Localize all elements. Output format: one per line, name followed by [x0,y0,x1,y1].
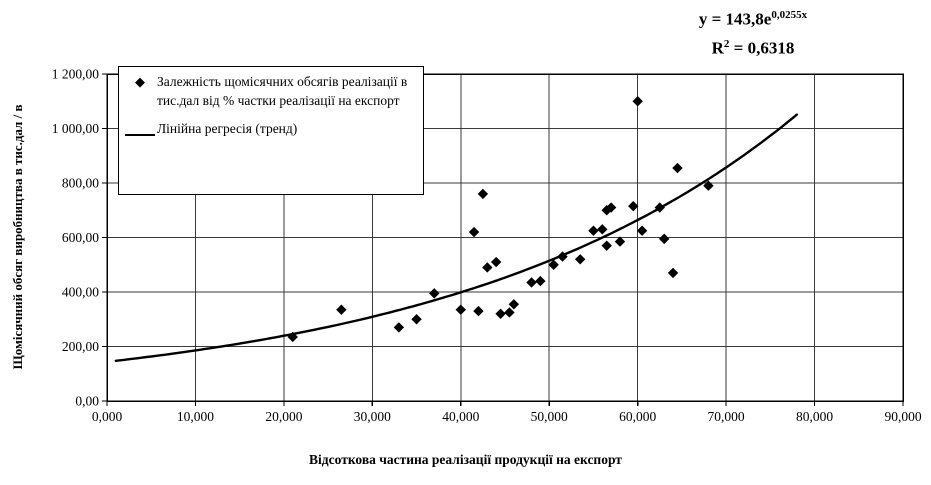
legend-label-scatter: Залежність щомісячних обсягів реалізації… [157,74,408,109]
legend-item-trend-series: Лінійна регресія (тренд) [123,119,419,138]
data-point-diamond [336,304,347,315]
data-point-diamond [504,307,515,318]
data-point-diamond [473,305,484,317]
data-point-diamond [659,233,670,245]
data-point-diamond [636,225,648,236]
data-point-diamond [393,322,405,333]
data-point-diamond [468,226,480,238]
data-point-diamond [455,304,466,315]
x-tick-label: 0,000 [92,409,123,424]
data-point-diamond [601,205,612,216]
data-point-diamond [535,275,546,287]
y-tick-label: 1 000,00 [52,121,100,136]
data-point-diamond [703,180,714,191]
legend: ◆ Залежність щомісячних обсягів реалізац… [118,66,424,195]
data-point-diamond [495,308,506,319]
y-tick-label: 600,00 [62,230,99,245]
y-axis-title: Щомісячний обсяг виробництва в тис.дал /… [10,104,25,370]
trend-equation: y = 143,8e0,0255x R2 = 0,6318 [628,3,878,60]
r2-exponent: 2 [723,37,730,50]
x-tick-label: 40,000 [442,409,479,424]
data-point-diamond [654,202,665,213]
x-tick-label: 50,000 [531,409,568,424]
x-tick-label: 90,000 [884,409,921,424]
data-point-diamond [557,251,568,262]
x-tick-label: 10,000 [177,409,214,424]
trend-equation-line1: y = 143,8e0,0255x [698,9,808,29]
legend-label-trend: Лінійна регресія (тренд) [157,121,298,137]
data-point-diamond [667,267,679,279]
diamond-marker-icon: ◆ [135,74,145,89]
data-point-diamond [672,162,683,174]
data-point-diamond [526,277,537,288]
data-point-diamond [632,96,643,107]
y-tick-label: 400,00 [62,285,99,300]
data-point-diamond [482,262,493,273]
data-point-diamond [429,288,440,299]
y-tick-label: 0,00 [75,394,99,409]
y-tick-label: 1 200,00 [52,67,100,82]
x-tick-label: 80,000 [796,409,833,424]
data-point-diamond [411,314,422,325]
x-tick-label: 60,000 [619,409,656,424]
equation-exponent: 0,0255x [771,9,808,21]
data-point-diamond [490,256,502,268]
data-point-diamond [508,299,520,310]
y-tick-label: 800,00 [62,176,99,191]
y-tick-label: 200,00 [62,339,99,354]
data-point-diamond [614,236,626,247]
legend-item-scatter-series: ◆ Залежність щомісячних обсягів реалізац… [123,72,419,110]
data-point-diamond [477,188,489,200]
data-point-diamond [574,254,586,265]
x-tick-label: 20,000 [265,409,302,424]
x-tick-label: 30,000 [354,409,391,424]
data-point-diamond [601,240,612,251]
data-point-diamond [588,225,599,236]
trend-line [114,113,799,362]
data-point-diamond [628,200,639,212]
trend-equation-r2: R2 = 0,6318 [711,37,795,58]
data-point-diamond [287,331,298,343]
x-tick-label: 70,000 [708,409,745,424]
data-point-diamond [548,259,559,270]
data-point-diamond [597,224,608,235]
data-point-diamond [605,202,617,213]
trend-line-marker-icon [123,119,157,138]
x-axis-title: Відсоткова частина реалізації продукції … [309,452,622,467]
